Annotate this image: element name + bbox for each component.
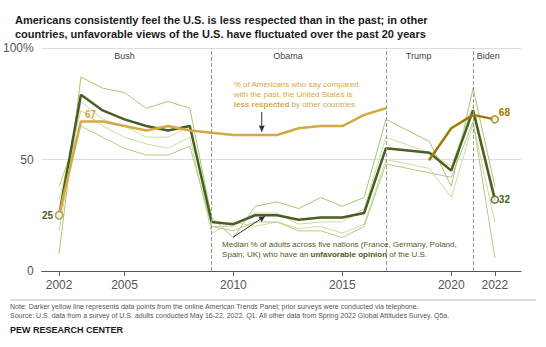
svg-text:2022: 2022 <box>482 278 509 292</box>
svg-text:2002: 2002 <box>46 278 73 292</box>
svg-text:with the past, the United Stat: with the past, the United States is <box>233 90 353 99</box>
svg-text:2020: 2020 <box>438 278 465 292</box>
svg-text:less respected: less respected <box>234 100 290 109</box>
svg-text:% of Americans who say compare: % of Americans who say compared <box>234 80 359 89</box>
svg-text:Biden: Biden <box>477 51 500 61</box>
svg-text:2005: 2005 <box>111 278 138 292</box>
svg-text:PEW RESEARCH CENTER: PEW RESEARCH CENTER <box>10 325 124 335</box>
svg-text:68: 68 <box>499 107 511 118</box>
svg-text:Trump: Trump <box>406 51 432 61</box>
svg-text:Source: U.S. data from a surve: Source: U.S. data from a survey of U.S. … <box>10 312 449 320</box>
svg-text:0: 0 <box>27 264 34 278</box>
svg-text:32: 32 <box>499 194 511 205</box>
svg-text:67: 67 <box>85 109 97 120</box>
svg-text:by other countries: by other countries <box>289 100 355 109</box>
svg-text:Americans consistently feel th: Americans consistently feel the U.S. is … <box>15 14 428 26</box>
svg-text:Bush: Bush <box>114 51 135 61</box>
svg-text:2010: 2010 <box>220 278 247 292</box>
svg-text:of the U.S.: of the U.S. <box>387 250 427 259</box>
svg-text:Spain, UK) who have an: Spain, UK) who have an <box>222 250 311 259</box>
svg-text:Median % of adults across five: Median % of adults across five nations (… <box>222 240 457 249</box>
svg-text:25: 25 <box>42 210 54 221</box>
svg-text:Note: Darker yellow line repre: Note: Darker yellow line represents data… <box>10 303 419 311</box>
svg-text:2015: 2015 <box>329 278 356 292</box>
svg-text:unfavorable opinion: unfavorable opinion <box>311 250 388 259</box>
svg-text:100%: 100% <box>3 41 34 55</box>
svg-text:Obama: Obama <box>273 51 303 61</box>
svg-text:50: 50 <box>20 153 34 167</box>
svg-text:countries, unfavorable views o: countries, unfavorable views of the U.S.… <box>15 28 426 40</box>
